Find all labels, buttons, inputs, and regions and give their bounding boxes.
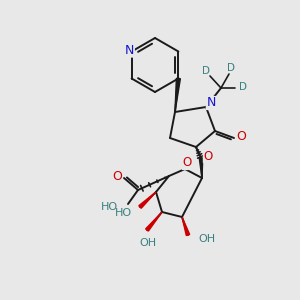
- Text: O: O: [182, 157, 192, 169]
- Polygon shape: [146, 212, 162, 231]
- Text: OH: OH: [198, 234, 215, 244]
- Polygon shape: [139, 192, 156, 208]
- Text: D: D: [239, 82, 247, 92]
- Text: N: N: [206, 97, 216, 110]
- Text: D: D: [227, 63, 235, 73]
- Text: OH: OH: [140, 238, 157, 248]
- Text: O: O: [203, 149, 213, 163]
- Text: D: D: [202, 66, 210, 76]
- Text: N: N: [125, 44, 134, 57]
- Polygon shape: [182, 217, 190, 236]
- Text: O: O: [112, 169, 122, 182]
- Polygon shape: [175, 78, 180, 112]
- Text: O: O: [236, 130, 246, 143]
- Text: HO: HO: [101, 202, 118, 212]
- Polygon shape: [199, 158, 203, 178]
- Text: HO: HO: [115, 208, 132, 218]
